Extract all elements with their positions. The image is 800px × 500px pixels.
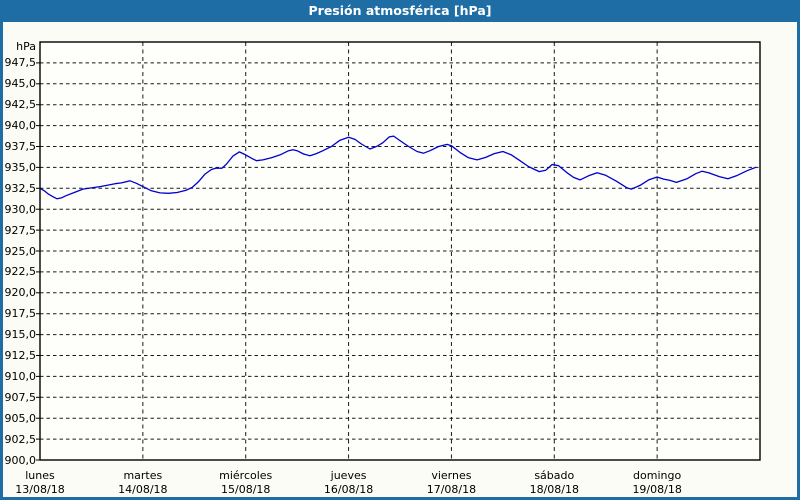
x-axis-day-label: sábado — [534, 469, 575, 482]
y-axis-label: 937,5 — [4, 140, 37, 153]
horizontal-gridlines — [40, 62, 760, 440]
x-axis-day-label: miércoles — [219, 469, 273, 482]
y-axis-label: 935,0 — [4, 160, 37, 174]
x-axis-date-label: 16/08/18 — [323, 483, 374, 496]
x-axis-day-label: lunes — [25, 469, 55, 482]
window-frame-right — [797, 22, 800, 500]
window-title: Presión atmosférica [hPa] — [308, 3, 492, 18]
y-axis-label: 930,0 — [4, 202, 37, 216]
vertical-day-gridlines — [142, 42, 658, 460]
x-axis-day-label: martes — [123, 469, 163, 482]
x-axis-date-label: 14/08/18 — [118, 483, 168, 496]
y-axis-label: 917,5 — [4, 307, 37, 321]
x-axis-date-label: 18/08/18 — [529, 483, 579, 496]
window-frame-left — [0, 22, 3, 500]
y-axis-label: 932,5 — [4, 181, 37, 195]
x-axis-day-label: jueves — [330, 469, 367, 482]
y-axis-label: 922,5 — [4, 265, 37, 279]
y-axis-label: 945,0 — [4, 77, 37, 91]
y-axis-label: 900,0 — [4, 453, 37, 467]
x-axis-date-label: 13/08/18 — [15, 483, 65, 496]
y-axis-label: 925,0 — [4, 244, 37, 258]
y-axis-label: 912,5 — [4, 349, 37, 362]
x-axis-date-label: 15/08/18 — [221, 483, 271, 496]
y-axis-unit-label: hPa — [16, 40, 36, 53]
window-title-bar[interactable]: Presión atmosférica [hPa] — [0, 0, 800, 22]
y-axis-label: 947,5 — [4, 56, 37, 70]
y-axis-label: 940,0 — [4, 119, 37, 133]
y-axis-label: 942,5 — [4, 98, 37, 112]
y-axis-label: 927,5 — [4, 223, 37, 237]
window-frame-bottom — [0, 497, 800, 500]
y-axis-label: 907,5 — [4, 390, 37, 404]
x-axis-day-label: domingo — [633, 469, 682, 482]
x-axis-date-label: 19/08/18 — [632, 483, 682, 496]
x-axis-day-label: viernes — [431, 469, 472, 482]
y-axis-label: 915,0 — [4, 328, 37, 342]
y-axis-label: 902,5 — [4, 432, 37, 446]
x-axis-date-label: 17/08/18 — [426, 483, 477, 496]
y-axis-label: 910,0 — [4, 369, 37, 383]
y-axis-label: 905,0 — [4, 411, 37, 425]
plot-border — [39, 41, 761, 461]
pressure-series-line — [39, 135, 757, 200]
y-axis-label: 920,0 — [4, 286, 37, 300]
